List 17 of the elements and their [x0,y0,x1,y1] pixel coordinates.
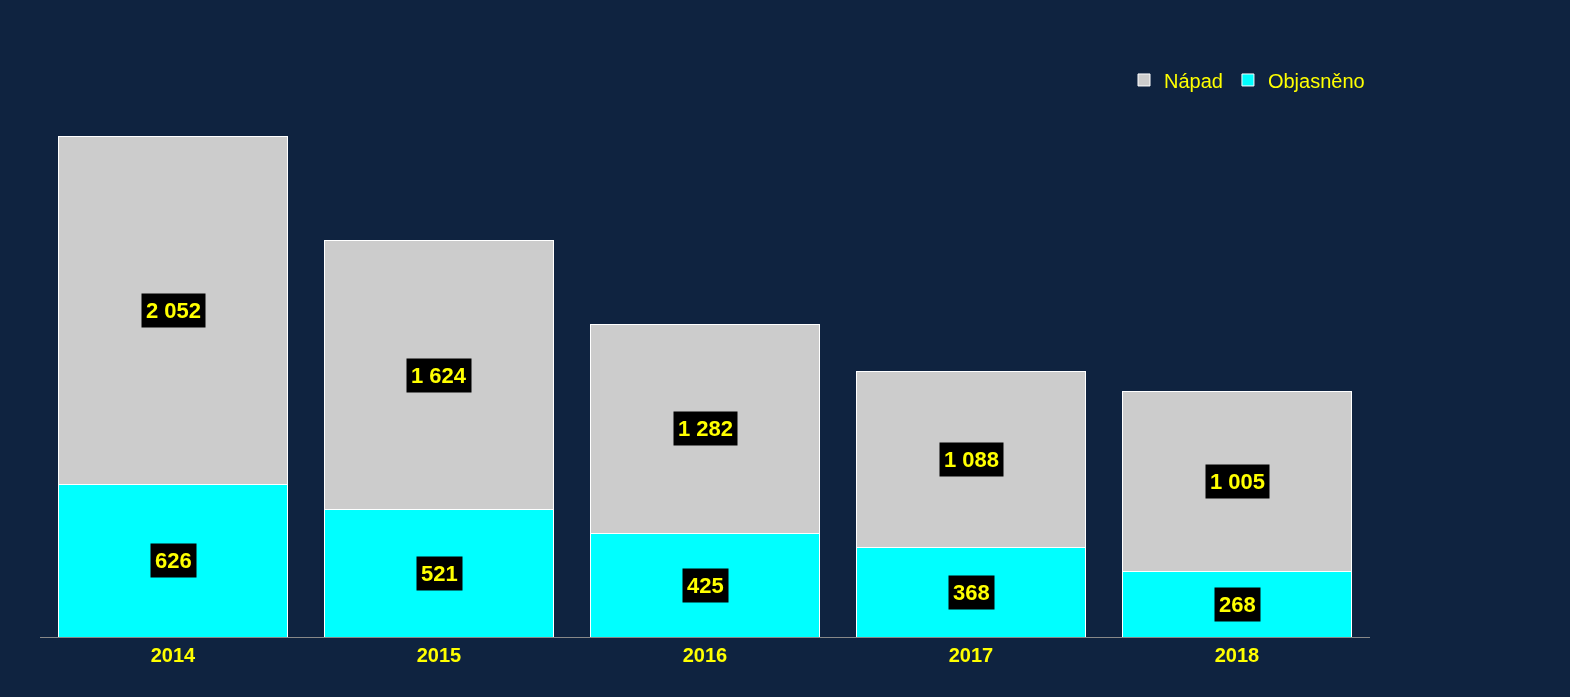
data-label: 425 [687,573,724,598]
data-label: 626 [155,548,192,573]
x-tick-label: 2015 [416,644,462,666]
data-label: 368 [953,580,990,605]
x-tick-label: 2018 [1214,644,1260,666]
total-label: 1 282 [678,416,734,441]
data-label: 268 [1219,592,1256,617]
legend-label: Nápad [1164,69,1223,92]
total-label: 1 005 [1210,469,1266,494]
data-label: 521 [421,561,458,586]
total-label: 1 624 [411,363,467,388]
x-tick-label: 2017 [948,644,994,666]
legend-label: Objasněno [1267,69,1365,92]
total-label: 1 088 [944,447,1000,472]
x-tick-label: 2016 [682,644,728,666]
total-label: 2 052 [146,298,202,323]
x-tick-label: 2014 [150,644,197,666]
